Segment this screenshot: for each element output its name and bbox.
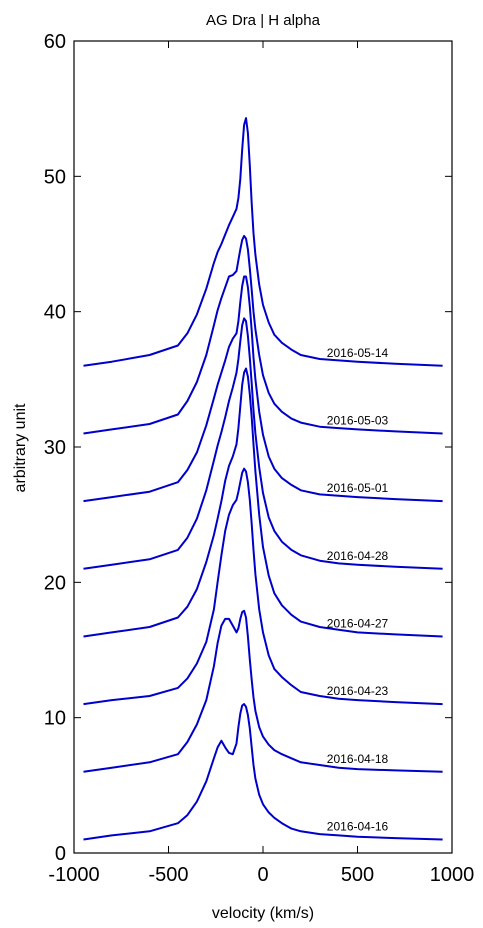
series-label: 2016-04-16: [327, 819, 389, 833]
x-tick-label: 500: [341, 864, 374, 886]
series-line-2016-04-16: [83, 703, 443, 841]
y-tick-label: 10: [44, 708, 66, 730]
chart-title: AG Dra | H alpha: [206, 12, 321, 29]
y-tick-label: 50: [44, 166, 66, 188]
series-label: 2016-04-27: [327, 616, 389, 630]
series-label: 2016-04-18: [327, 752, 389, 766]
y-axis-label: arbitrary unit: [12, 403, 29, 492]
series-label: 2016-05-03: [327, 413, 389, 427]
series-label: 2016-04-28: [327, 549, 389, 563]
y-tick-label: 30: [44, 437, 66, 459]
series-line-2016-04-18: [83, 609, 443, 773]
series-line-2016-05-14: [83, 117, 443, 367]
series-line-2016-04-23: [83, 467, 443, 706]
x-axis-label: velocity (km/s): [212, 905, 314, 922]
series-line-2016-04-28: [83, 317, 443, 570]
series-line-2016-05-03: [83, 234, 443, 435]
series-label: 2016-04-23: [327, 684, 389, 698]
x-tick-label: 0: [257, 864, 268, 886]
series-line-2016-04-27: [83, 367, 443, 638]
y-tick-label: 0: [55, 843, 66, 865]
y-tick-label: 60: [44, 31, 66, 53]
series-label: 2016-05-01: [327, 481, 389, 495]
y-tick-label: 20: [44, 572, 66, 594]
x-tick-label: 1000: [430, 864, 475, 886]
y-tick-label: 40: [44, 302, 66, 324]
series-group: 2016-04-16 2016-04-18 2016-04-23 2016-04-27…: [83, 117, 443, 841]
series-label: 2016-05-14: [327, 346, 389, 360]
axis-ticks: -1000 -500 0 500 1000 0 10 20 30 40 50 60: [44, 31, 475, 886]
plot-frame: [73, 40, 453, 854]
series-line-2016-05-01: [83, 275, 443, 503]
x-tick-label: -1000: [48, 864, 99, 886]
x-tick-label: -500: [148, 864, 188, 886]
